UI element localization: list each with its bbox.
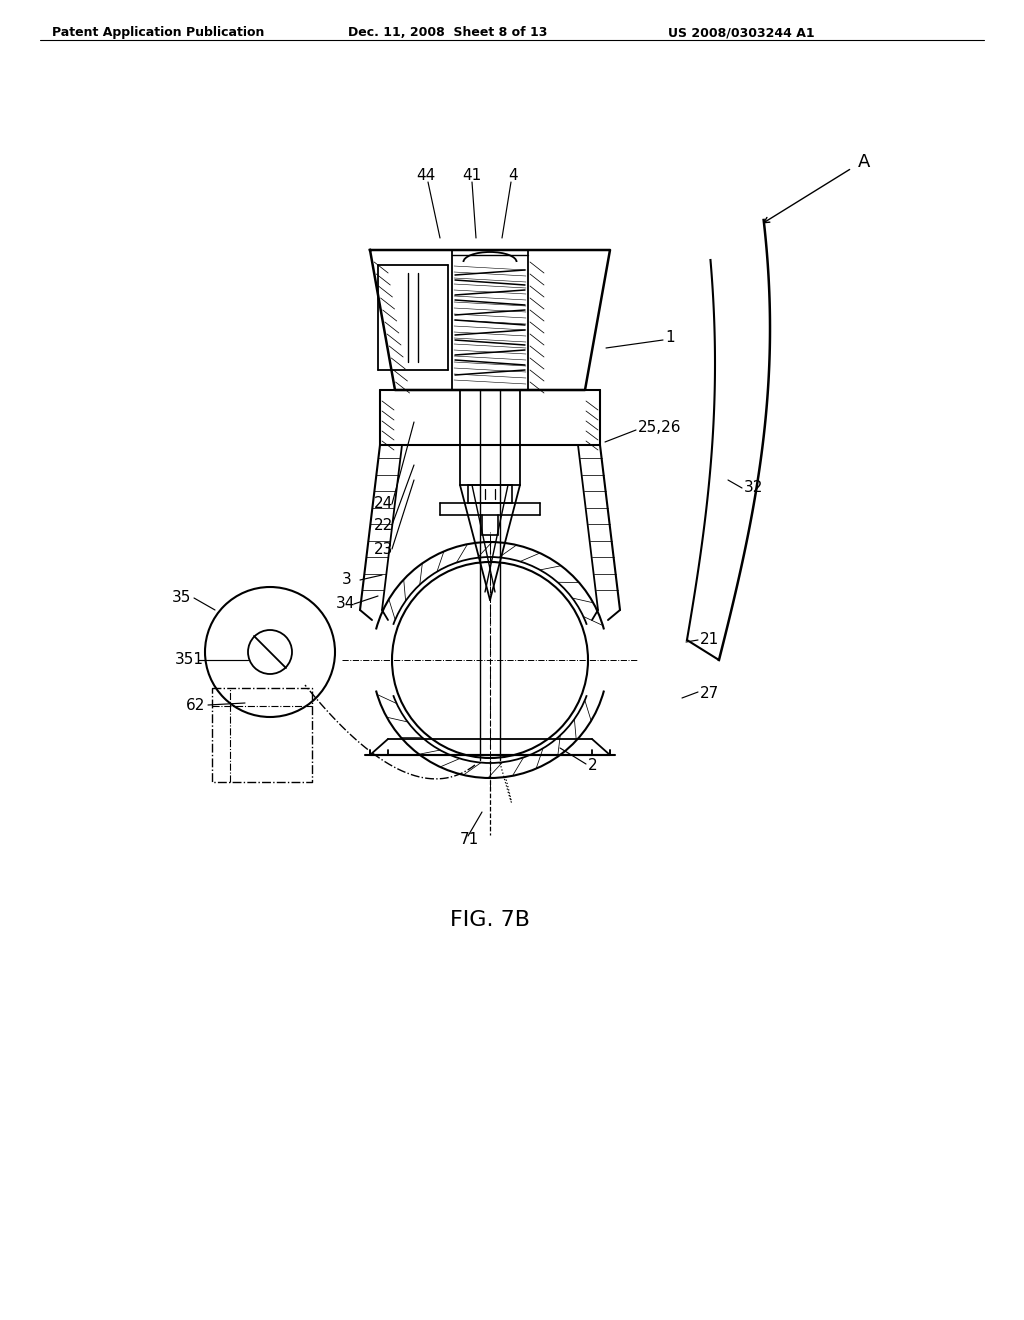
Text: 4: 4: [508, 168, 517, 182]
Text: 32: 32: [744, 480, 763, 495]
Text: 71: 71: [460, 832, 479, 846]
Text: 23: 23: [374, 541, 393, 557]
Text: Dec. 11, 2008  Sheet 8 of 13: Dec. 11, 2008 Sheet 8 of 13: [348, 26, 548, 40]
Text: 22: 22: [374, 517, 393, 532]
Text: 35: 35: [172, 590, 191, 606]
Text: FIG. 7B: FIG. 7B: [450, 909, 530, 931]
Text: Patent Application Publication: Patent Application Publication: [52, 26, 264, 40]
Text: 351: 351: [175, 652, 204, 668]
Text: US 2008/0303244 A1: US 2008/0303244 A1: [668, 26, 815, 40]
Text: 34: 34: [336, 597, 355, 611]
Text: 44: 44: [416, 168, 435, 182]
Text: 62: 62: [186, 697, 206, 713]
Text: 21: 21: [700, 632, 719, 648]
Text: 25,26: 25,26: [638, 421, 682, 436]
Text: 27: 27: [700, 686, 719, 701]
Text: 41: 41: [462, 168, 481, 182]
Text: 1: 1: [665, 330, 675, 346]
Text: 2: 2: [588, 759, 598, 774]
Text: 24: 24: [374, 496, 393, 511]
Text: 3: 3: [342, 573, 352, 587]
Text: A: A: [858, 153, 870, 172]
